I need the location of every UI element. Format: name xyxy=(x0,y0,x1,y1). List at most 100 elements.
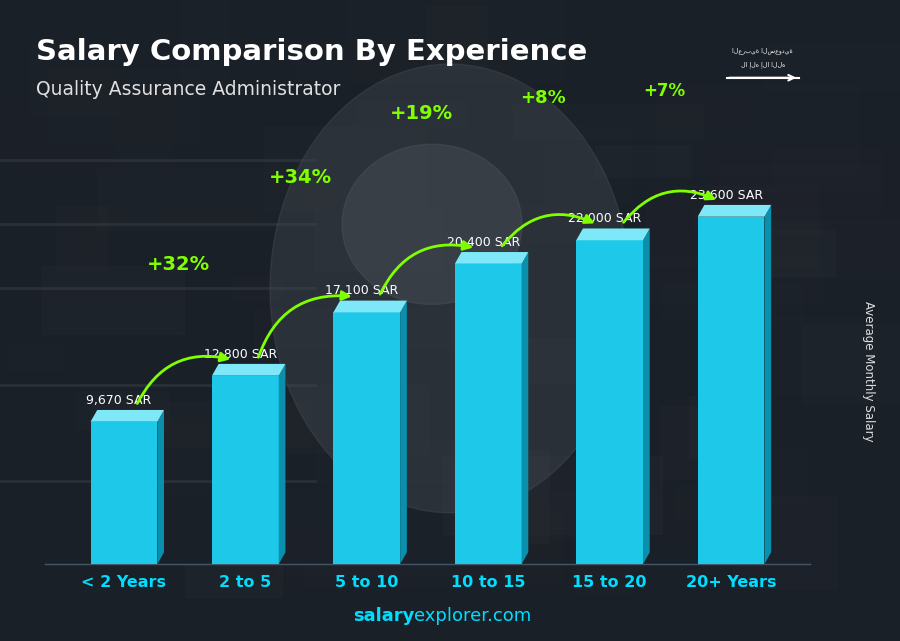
Bar xyxy=(288,176,336,204)
Bar xyxy=(212,376,279,564)
Bar xyxy=(33,279,200,300)
Bar xyxy=(674,485,752,519)
Bar xyxy=(369,129,450,188)
Bar xyxy=(544,126,632,202)
Bar xyxy=(646,186,818,266)
Bar xyxy=(484,75,545,109)
Bar xyxy=(428,6,486,68)
Bar xyxy=(276,489,488,576)
Bar xyxy=(462,490,617,585)
Bar xyxy=(76,391,168,429)
FancyArrowPatch shape xyxy=(380,242,471,294)
Text: 23,600 SAR: 23,600 SAR xyxy=(689,188,763,202)
Text: +8%: +8% xyxy=(520,89,566,107)
Bar xyxy=(314,209,442,270)
Polygon shape xyxy=(576,228,650,240)
Text: 9,670 SAR: 9,670 SAR xyxy=(86,394,152,407)
Bar xyxy=(500,510,561,583)
Polygon shape xyxy=(158,410,164,564)
Polygon shape xyxy=(212,364,285,376)
Bar xyxy=(596,145,691,178)
Bar xyxy=(513,104,703,138)
Bar xyxy=(303,195,439,280)
Text: 17,100 SAR: 17,100 SAR xyxy=(325,285,399,297)
Bar xyxy=(641,128,703,185)
Text: explorer.com: explorer.com xyxy=(414,607,531,625)
Text: salary: salary xyxy=(353,607,414,625)
Ellipse shape xyxy=(342,144,522,304)
Polygon shape xyxy=(454,252,528,264)
Bar xyxy=(660,406,726,478)
Text: العربية السعودية: العربية السعودية xyxy=(733,47,793,54)
Text: 20,400 SAR: 20,400 SAR xyxy=(446,236,520,249)
Bar xyxy=(294,42,513,80)
Text: Quality Assurance Administrator: Quality Assurance Administrator xyxy=(36,80,340,99)
Bar xyxy=(604,256,823,304)
Text: 22,000 SAR: 22,000 SAR xyxy=(568,212,642,225)
Text: +34%: +34% xyxy=(268,169,331,187)
FancyArrowPatch shape xyxy=(624,191,714,222)
Bar xyxy=(304,565,454,587)
Polygon shape xyxy=(400,301,407,564)
Bar xyxy=(9,342,64,370)
Bar xyxy=(103,304,286,340)
Ellipse shape xyxy=(270,64,630,513)
FancyArrowPatch shape xyxy=(138,353,228,403)
Bar xyxy=(513,249,574,332)
Polygon shape xyxy=(333,301,407,312)
Bar xyxy=(264,126,426,210)
Text: +7%: +7% xyxy=(644,81,685,99)
Bar xyxy=(492,451,549,543)
Bar xyxy=(576,240,643,564)
Bar xyxy=(572,499,633,594)
Bar xyxy=(4,96,176,171)
Bar xyxy=(303,28,480,92)
Bar xyxy=(735,446,806,503)
Bar xyxy=(230,562,385,620)
Polygon shape xyxy=(698,205,771,217)
Bar xyxy=(689,396,765,458)
Bar xyxy=(346,0,565,83)
Bar xyxy=(185,565,283,597)
Bar xyxy=(711,140,881,213)
Bar xyxy=(718,165,879,191)
Text: 12,800 SAR: 12,800 SAR xyxy=(204,347,277,361)
Bar xyxy=(654,96,756,124)
Bar xyxy=(734,496,836,588)
Bar xyxy=(181,0,229,85)
Bar xyxy=(454,264,522,564)
Bar xyxy=(76,203,134,247)
Bar xyxy=(333,312,400,564)
Bar xyxy=(491,565,554,636)
Bar xyxy=(773,149,900,215)
Bar xyxy=(512,338,609,382)
Bar xyxy=(255,309,463,347)
Bar xyxy=(696,316,876,394)
Bar xyxy=(423,367,473,394)
Bar xyxy=(629,230,751,319)
Bar xyxy=(418,415,607,454)
FancyArrowPatch shape xyxy=(258,292,349,357)
Bar xyxy=(523,492,692,540)
Polygon shape xyxy=(91,410,164,422)
Bar xyxy=(350,443,505,473)
Bar xyxy=(247,531,415,585)
Bar xyxy=(315,438,509,485)
Polygon shape xyxy=(279,364,285,564)
Bar xyxy=(58,206,107,271)
Bar xyxy=(778,94,859,119)
Bar xyxy=(698,217,764,564)
Bar xyxy=(114,83,173,178)
Bar xyxy=(21,13,216,86)
Bar xyxy=(232,278,283,300)
Bar xyxy=(443,456,662,535)
Bar xyxy=(693,208,824,235)
Bar xyxy=(723,219,900,277)
Bar xyxy=(410,76,512,164)
Bar xyxy=(91,422,158,564)
Text: +19%: +19% xyxy=(390,104,453,123)
Bar xyxy=(140,324,257,391)
Polygon shape xyxy=(643,228,650,564)
Bar xyxy=(662,86,709,144)
Text: +32%: +32% xyxy=(147,256,210,274)
